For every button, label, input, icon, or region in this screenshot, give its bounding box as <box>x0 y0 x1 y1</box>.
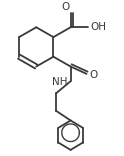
Text: NH: NH <box>52 77 67 87</box>
Text: OH: OH <box>91 22 107 32</box>
Text: O: O <box>89 70 97 80</box>
Text: O: O <box>62 2 70 12</box>
